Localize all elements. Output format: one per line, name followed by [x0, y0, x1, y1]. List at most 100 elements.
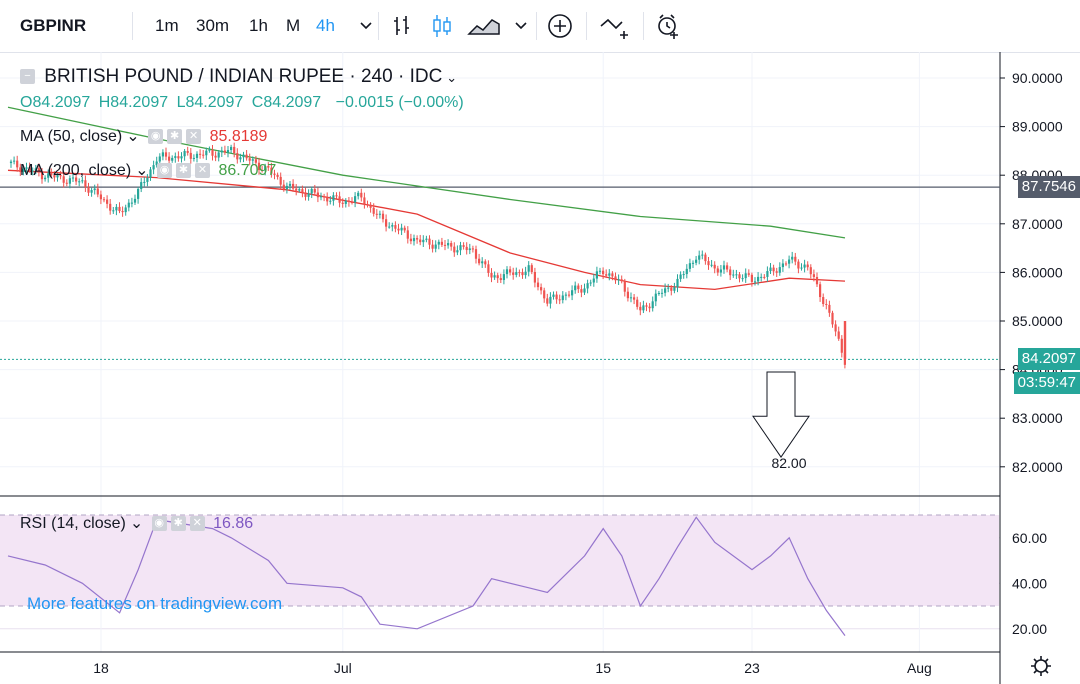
time-tick-label: 18: [93, 660, 109, 676]
candle-body: [710, 264, 713, 266]
rsi-tick-label: 40.00: [1012, 575, 1047, 591]
indicators-icon[interactable]: [598, 12, 632, 40]
ma50-path: [7, 169, 846, 291]
candle-body: [372, 207, 375, 214]
price-tick-label: 85.0000: [1012, 313, 1063, 329]
candle-body: [298, 189, 301, 191]
time-tick-label: 15: [595, 660, 611, 676]
alert-icon[interactable]: [654, 12, 682, 40]
candle-body: [468, 248, 471, 251]
close-icon[interactable]: ✕: [186, 129, 202, 145]
interval-1m[interactable]: 1m: [155, 16, 179, 35]
high-value: H84.2097: [98, 94, 169, 111]
candle-body: [214, 155, 217, 158]
candle-body: [62, 176, 65, 183]
candle-body: [37, 168, 40, 173]
candle-body: [347, 200, 350, 203]
candle-body: [357, 192, 360, 197]
gear-icon[interactable]: ✱: [170, 516, 186, 532]
hline-price-label: 87.7546: [1017, 176, 1080, 198]
candle-body: [456, 250, 459, 253]
candle-body: [177, 156, 180, 159]
settings-icon[interactable]: [1031, 656, 1051, 676]
target-label: 82.00: [771, 455, 806, 471]
eye-icon[interactable]: ◉: [151, 516, 167, 532]
candle-body: [25, 167, 28, 169]
chevron-down-icon[interactable]: [352, 12, 380, 40]
candle-body: [208, 149, 211, 151]
candle-body: [112, 210, 115, 212]
interval-4h[interactable]: 4h: [316, 16, 335, 35]
candle-body: [437, 241, 440, 245]
candle-body: [778, 267, 781, 273]
interval-month[interactable]: M: [286, 16, 301, 35]
rsi-legend[interactable]: RSI (14, close) ⌄ ◉ ✱ ✕ 16.86: [20, 513, 257, 533]
candle-body: [617, 279, 620, 281]
bar-style-icon[interactable]: [388, 12, 416, 40]
candle-body: [521, 272, 524, 276]
chevron-down-icon[interactable]: ⌄: [135, 162, 149, 179]
chevron-down-icon[interactable]: ⌄: [129, 515, 144, 532]
candle-body: [378, 213, 381, 215]
candle-body: [629, 297, 633, 299]
candle-body: [462, 245, 465, 247]
area-style-icon[interactable]: [466, 12, 502, 40]
candle-body: [422, 239, 425, 243]
candle-body: [639, 306, 642, 311]
gear-icon[interactable]: ✱: [167, 129, 183, 145]
ma200-legend[interactable]: MA (200, close) ⌄ ◉ ✱ ✕ 86.7097: [20, 160, 280, 180]
chevron-down-icon[interactable]: [507, 12, 535, 40]
candle-body: [822, 297, 825, 305]
candle-body: [453, 246, 456, 253]
candle-body: [747, 273, 750, 275]
candle-body: [598, 270, 602, 272]
candle-body: [626, 291, 629, 299]
candle-body: [412, 238, 416, 242]
candle-body: [657, 292, 660, 294]
candle-body: [217, 152, 220, 158]
last-price-label: 84.2097: [1017, 348, 1080, 370]
candle-body: [753, 281, 757, 283]
target-arrow[interactable]: 82.00: [752, 371, 810, 471]
chart-canvas[interactable]: 82.00 90.000089.000088.000087.000086.000…: [0, 52, 1080, 684]
interval-1h[interactable]: 1h: [249, 16, 268, 35]
chevron-down-icon[interactable]: ⌄: [126, 128, 140, 145]
candle-body: [431, 244, 434, 249]
candle-body: [264, 166, 267, 171]
candle-body: [211, 149, 214, 156]
candle-body: [9, 161, 13, 164]
price-tick-label: 87.0000: [1012, 216, 1063, 232]
candle-body: [28, 167, 31, 171]
chart-legend-title[interactable]: − BRITISH POUND / INDIAN RUPEE · 240 · I…: [20, 66, 461, 88]
candle-body: [164, 152, 168, 157]
ma200-value: 86.7097: [218, 162, 277, 179]
candle-style-icon[interactable]: [428, 12, 456, 40]
candle-body: [239, 157, 242, 160]
add-compare-icon[interactable]: [546, 12, 574, 40]
candle-body: [561, 295, 564, 301]
candle-body: [704, 254, 707, 262]
candle-body: [416, 238, 419, 240]
candle-body: [102, 199, 106, 201]
promo-link[interactable]: More features on tradingview.com: [27, 594, 283, 613]
candle-body: [440, 241, 443, 245]
candle-body: [608, 273, 611, 276]
candle-body: [707, 261, 710, 266]
interval-30m[interactable]: 30m: [196, 16, 230, 35]
time-axis-labels: 18Jul1523Aug12: [93, 660, 932, 676]
close-icon[interactable]: ✕: [189, 516, 205, 532]
candle-body: [183, 150, 186, 157]
candle-body: [47, 173, 50, 178]
eye-icon[interactable]: ◉: [148, 129, 164, 145]
candle-body: [648, 306, 651, 309]
ma50-legend[interactable]: MA (50, close) ⌄ ◉ ✱ ✕ 85.8189: [20, 126, 271, 146]
gear-icon[interactable]: ✱: [176, 163, 192, 179]
candle-body: [487, 264, 490, 273]
symbol-selector[interactable]: GBPINR: [20, 16, 87, 35]
open-value: O84.2097: [20, 94, 91, 111]
eye-icon[interactable]: ◉: [157, 163, 173, 179]
close-icon[interactable]: ✕: [195, 163, 211, 179]
collapse-icon[interactable]: −: [20, 69, 35, 85]
candle-body: [502, 274, 505, 281]
chevron-down-icon[interactable]: ⌄: [446, 70, 458, 85]
